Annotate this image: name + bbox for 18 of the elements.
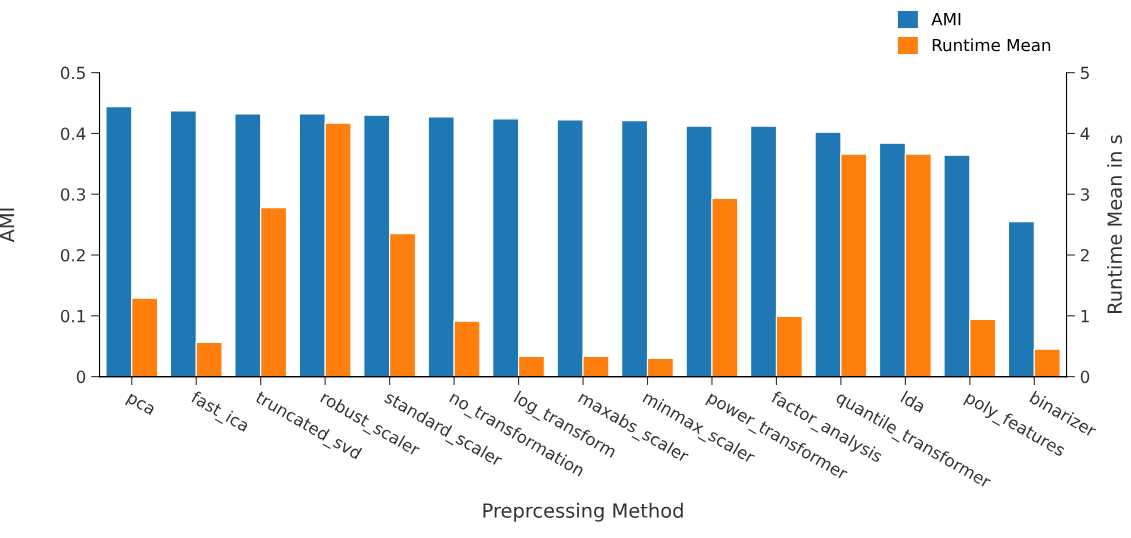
legend-label: Runtime Mean xyxy=(932,38,1051,52)
y-tick-label: 0 xyxy=(76,370,86,384)
y-tick-label: 0.1 xyxy=(60,309,85,323)
y-tick-label: 0.3 xyxy=(60,188,85,201)
y2-tick-label: 1 xyxy=(1081,309,1089,323)
y2-tick-label: 2 xyxy=(1080,248,1089,262)
y2-tick-label: 3 xyxy=(1081,188,1089,201)
y2-tick-label: 0 xyxy=(1080,370,1090,384)
y-tick-label: 0.2 xyxy=(60,248,85,262)
legend-label: AMI xyxy=(931,13,961,26)
x-axis-title: Preprcessing Method xyxy=(483,502,683,522)
x-tick-label: pca xyxy=(125,393,155,418)
y-tick-label: 0.5 xyxy=(60,66,85,80)
y2-tick-label: 5 xyxy=(1081,66,1089,80)
y2-tick-label: 4 xyxy=(1080,127,1090,140)
y-tick-label: 0.4 xyxy=(60,127,86,140)
y2-axis-title: Runtime Mean in s xyxy=(1107,135,1123,313)
y-axis-title: AMI xyxy=(0,208,15,243)
